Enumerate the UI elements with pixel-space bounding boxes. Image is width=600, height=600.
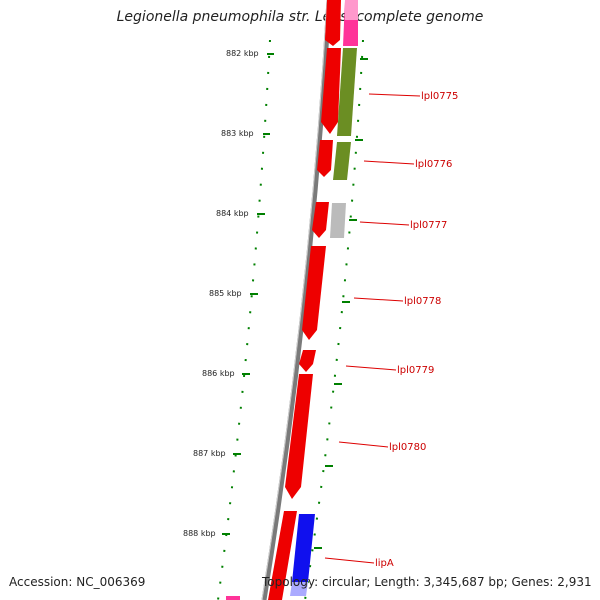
cog-block-olive [333, 142, 351, 180]
gene-arrow [285, 374, 313, 499]
cog-block-gray [330, 203, 346, 238]
scale-label: 885 kbp [209, 289, 242, 298]
label-leaders [324, 93, 421, 564]
gene-label[interactable]: lpl0775 [421, 91, 458, 102]
scale-label: 887 kbp [193, 449, 226, 458]
gene-label[interactable]: lpl0778 [404, 296, 441, 307]
gene-arrow [325, 0, 341, 46]
gene-arrow [299, 350, 316, 372]
scale-label: 882 kbp [226, 49, 259, 58]
gene-label[interactable]: lpl0780 [389, 442, 426, 453]
gene-arrow [312, 202, 329, 238]
cog-block-blue-light [290, 582, 308, 596]
map-title: Legionella pneumophila str. Lens, comple… [116, 9, 484, 25]
scale-label: 888 kbp [183, 529, 216, 538]
gene-label[interactable]: lpl0779 [397, 365, 434, 376]
cog-block-pink [226, 596, 240, 600]
cog-block-blue [292, 514, 315, 582]
gene-arrow [302, 246, 326, 340]
scale-label: 886 kbp [202, 369, 235, 378]
backbone-highlight [261, 0, 328, 600]
scale-label: 884 kbp [216, 209, 249, 218]
gene-arrow [317, 140, 333, 177]
forward-genes [268, 0, 341, 600]
scale-label: 883 kbp [221, 129, 254, 138]
outer-ticks [314, 58, 368, 549]
gene-label[interactable]: lipA [375, 558, 394, 569]
cog-block-olive [337, 48, 357, 136]
gene-label[interactable]: lpl0776 [415, 159, 452, 170]
topology-text: Topology: circular; Length: 3,345,687 bp… [262, 575, 592, 589]
gene-arrow [268, 511, 297, 600]
gene-arrow [321, 48, 341, 134]
gene-label[interactable]: lpl0777 [410, 220, 447, 231]
cog-block-pink-light [345, 0, 358, 20]
backbone-line [261, 0, 332, 600]
cog-blocks [226, 0, 358, 600]
scale-arc-inner [217, 39, 271, 600]
accession-text: Accession: NC_006369 [9, 575, 146, 589]
scale-ticks [222, 53, 274, 535]
